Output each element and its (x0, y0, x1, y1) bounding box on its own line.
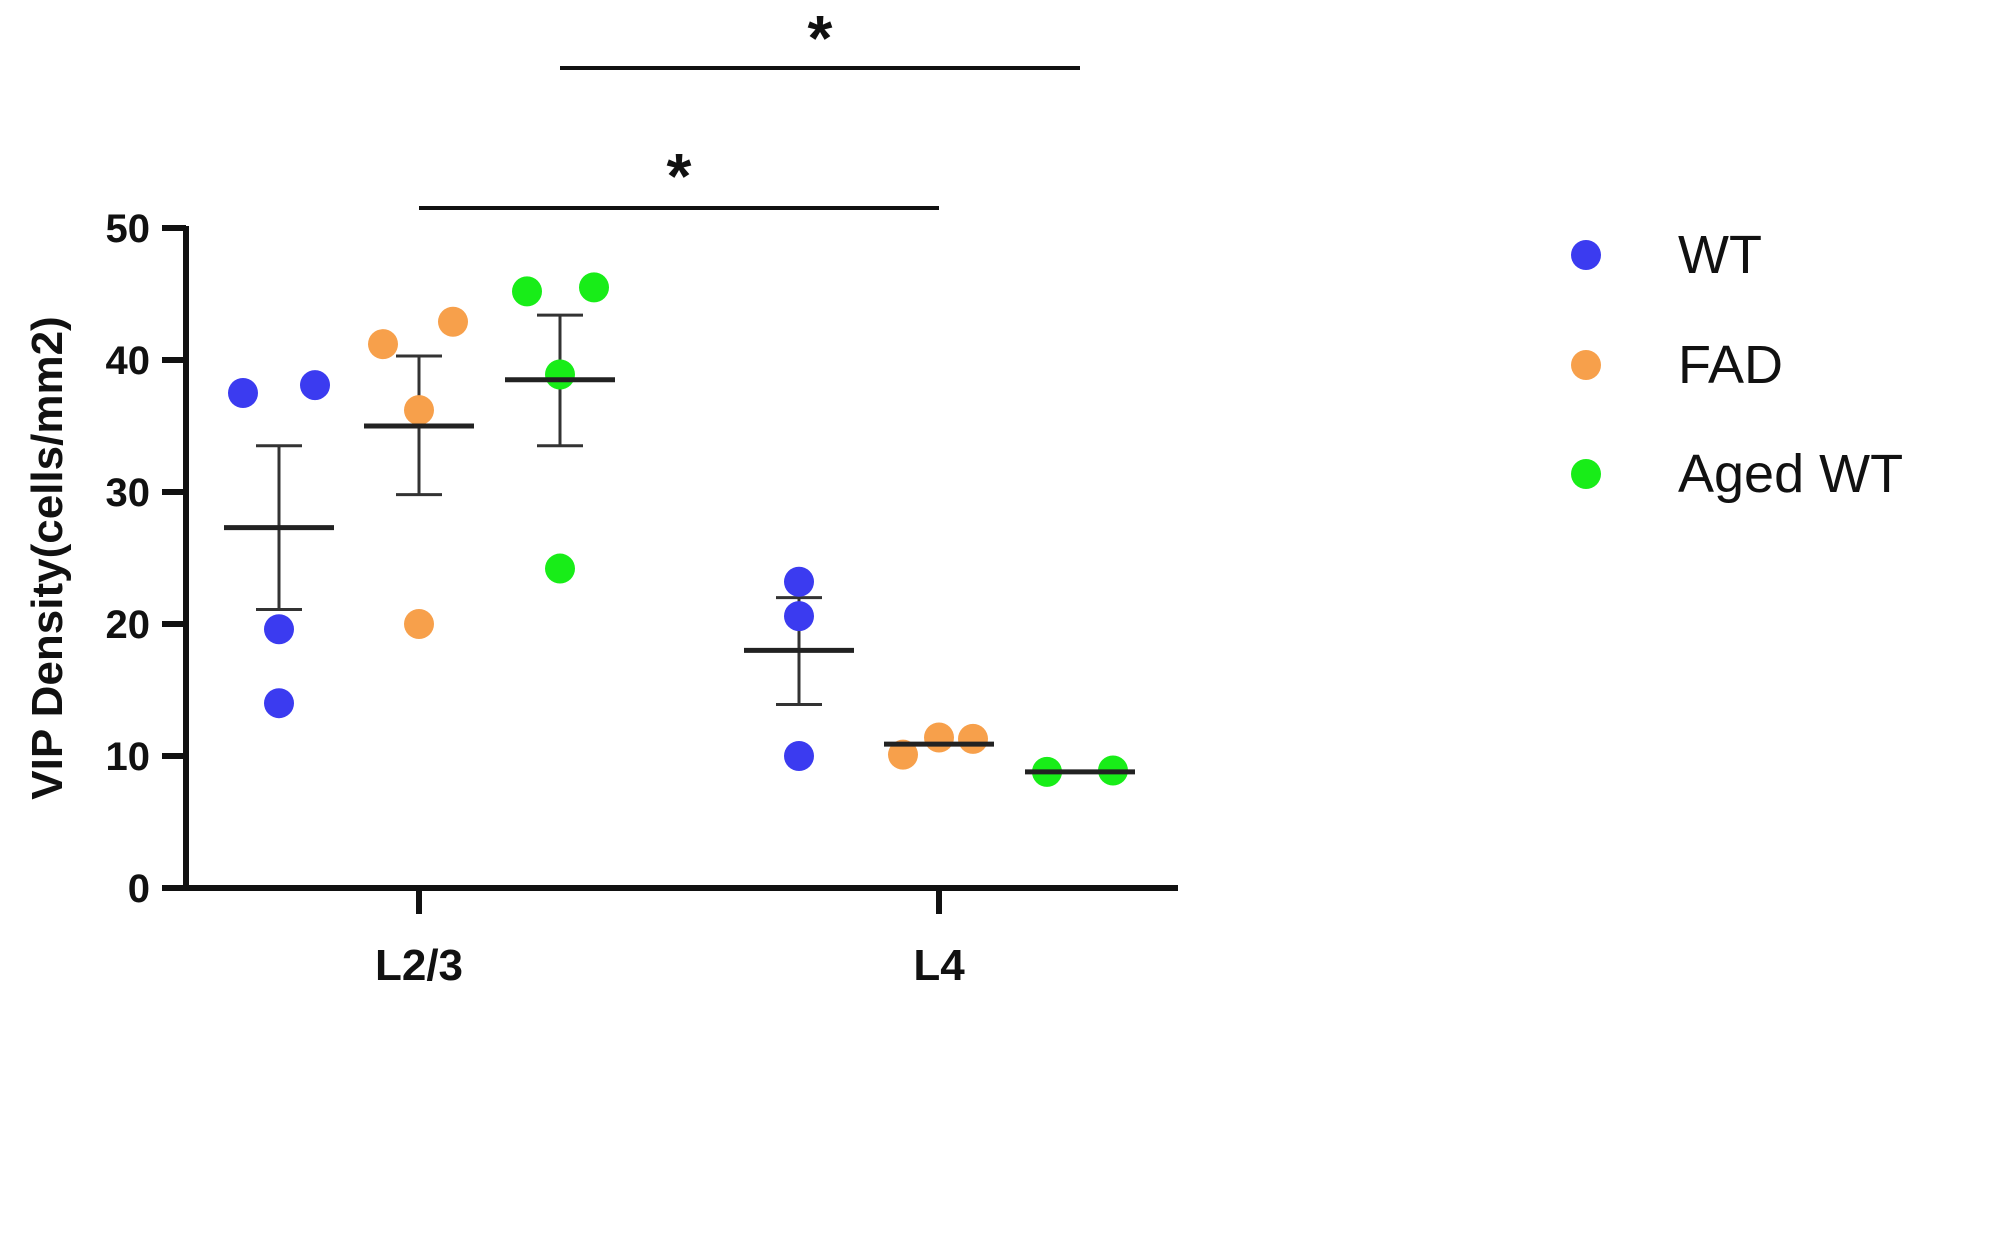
y-tick-label: 30 (106, 471, 151, 515)
data-point-wt (264, 614, 294, 645)
legend-marker (1571, 240, 1601, 270)
legend-marker (1571, 350, 1601, 380)
x-tick-label: L4 (913, 941, 965, 990)
data-point-aged-wt (545, 359, 575, 390)
legend-label: Aged WT (1678, 444, 1903, 504)
y-tick-label: 0 (128, 867, 150, 911)
data-point-wt (264, 688, 294, 719)
significance-star: * (667, 140, 692, 212)
legend-label: FAD (1678, 335, 1783, 395)
data-point-fad (404, 395, 434, 426)
y-tick-label: 40 (106, 339, 151, 383)
data-point-wt (300, 370, 330, 401)
legend-label: WT (1678, 225, 1762, 285)
data-point-wt (784, 566, 814, 597)
data-point-fad (958, 723, 988, 754)
data-point-fad (888, 739, 918, 770)
y-axis-label: VIP Density(cells/mm2) (23, 316, 72, 799)
data-point-fad (438, 306, 468, 337)
data-point-wt (784, 601, 814, 632)
data-point-wt (228, 378, 258, 408)
y-tick-label: 10 (106, 735, 151, 779)
data-point-fad (368, 329, 398, 360)
y-tick-label: 50 (106, 207, 151, 251)
y-tick-label: 20 (106, 603, 151, 647)
data-point-fad (924, 722, 954, 753)
data-point-aged-wt (579, 272, 609, 303)
significance-star: * (808, 2, 833, 74)
data-point-fad (404, 609, 434, 639)
data-point-aged-wt (512, 276, 542, 307)
x-tick-label: L2/3 (375, 941, 463, 990)
data-point-wt (784, 741, 814, 771)
legend-marker (1571, 459, 1601, 489)
data-point-aged-wt (545, 553, 575, 584)
